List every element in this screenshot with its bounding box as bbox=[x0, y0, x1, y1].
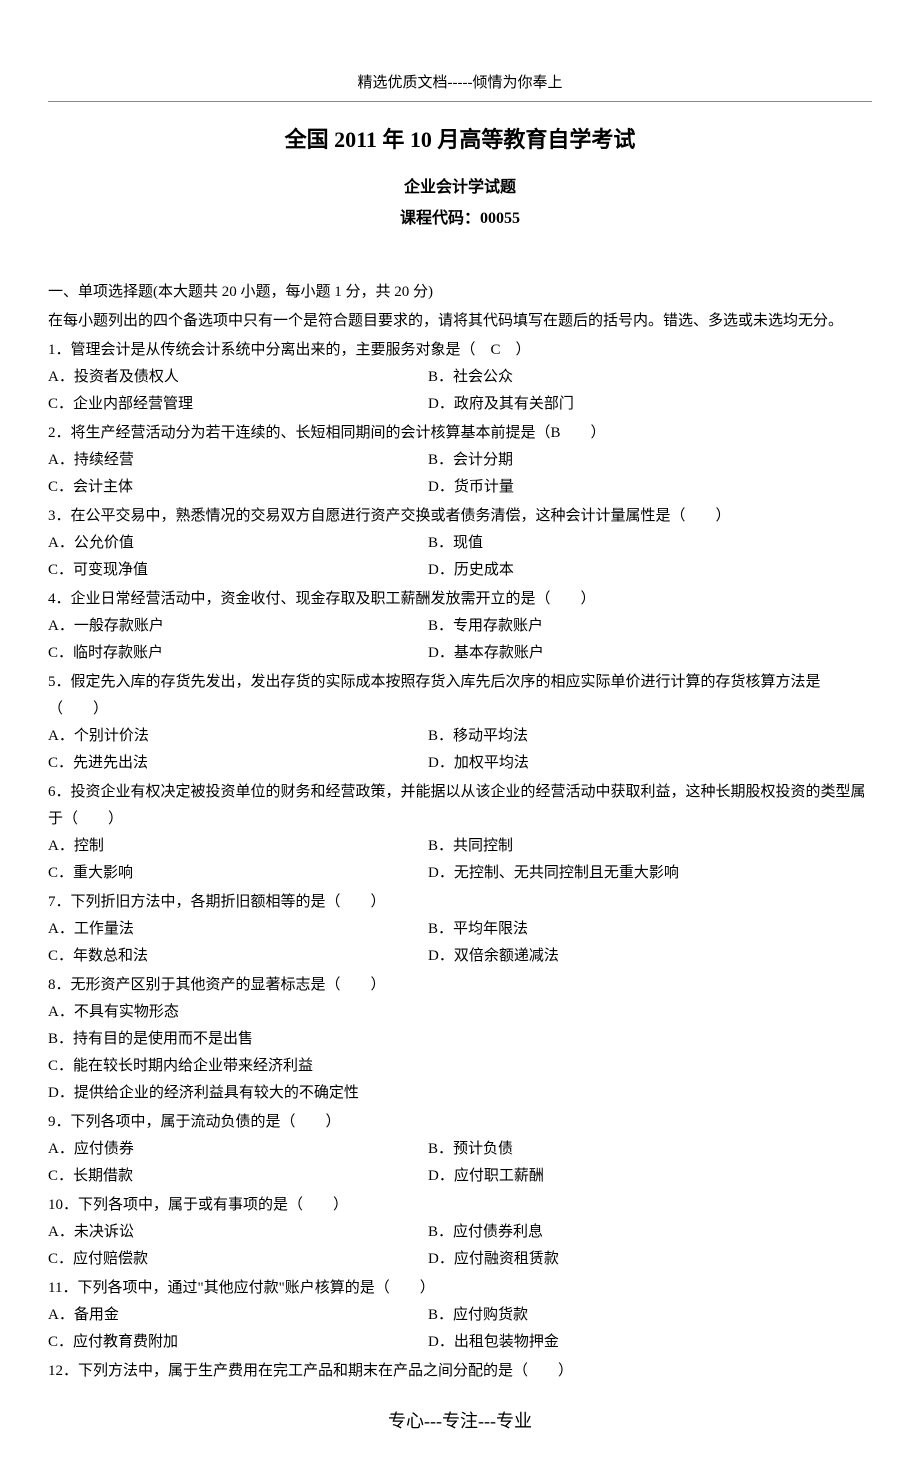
question-text: 11．下列各项中，通过"其他应付款"账户核算的是（ ） bbox=[48, 1275, 872, 1302]
options-row: C．临时存款账户D．基本存款账户 bbox=[48, 640, 872, 667]
option: C．年数总和法 bbox=[48, 943, 428, 970]
question-block: 12．下列方法中，属于生产费用在完工产品和期末在产品之间分配的是（ ） bbox=[48, 1358, 872, 1385]
option: B．专用存款账户 bbox=[428, 613, 872, 640]
question-text: 4．企业日常经营活动中，资金收付、现金存取及职工薪酬发放需开立的是（ ） bbox=[48, 586, 872, 613]
question-block: 9．下列各项中，属于流动负债的是（ ）A．应付债券B．预计负债C．长期借款D．应… bbox=[48, 1109, 872, 1190]
option: C．临时存款账户 bbox=[48, 640, 428, 667]
header-divider bbox=[48, 101, 872, 102]
option: C．会计主体 bbox=[48, 474, 428, 501]
option: D．基本存款账户 bbox=[428, 640, 872, 667]
question-block: 7．下列折旧方法中，各期折旧额相等的是（ ）A．工作量法B．平均年限法C．年数总… bbox=[48, 889, 872, 970]
option: C．应付教育费附加 bbox=[48, 1329, 428, 1356]
option: B．现值 bbox=[428, 530, 872, 557]
option: A．应付债券 bbox=[48, 1136, 428, 1163]
options-row: A．持续经营B．会计分期 bbox=[48, 447, 872, 474]
option: D．无控制、无共同控制且无重大影响 bbox=[428, 860, 872, 887]
question-text: 6．投资企业有权决定被投资单位的财务和经营政策，并能据以从该企业的经营活动中获取… bbox=[48, 779, 872, 833]
option: D．应付融资租赁款 bbox=[428, 1246, 872, 1273]
page-header: 精选优质文档-----倾情为你奉上 bbox=[48, 70, 872, 97]
option: D．货币计量 bbox=[428, 474, 872, 501]
questions-container: 1．管理会计是从传统会计系统中分离出来的，主要服务对象是（ C ）A．投资者及债… bbox=[48, 337, 872, 1385]
subtitle: 企业会计学试题 bbox=[48, 174, 872, 203]
options-row: A．工作量法B．平均年限法 bbox=[48, 916, 872, 943]
option: A．工作量法 bbox=[48, 916, 428, 943]
question-block: 5．假定先入库的存货先发出，发出存货的实际成本按照存货入库先后次序的相应实际单价… bbox=[48, 669, 872, 777]
option: A．个别计价法 bbox=[48, 723, 428, 750]
option: C．长期借款 bbox=[48, 1163, 428, 1190]
option: B．共同控制 bbox=[428, 833, 872, 860]
options-row: C．企业内部经营管理D．政府及其有关部门 bbox=[48, 391, 872, 418]
options-row: C．重大影响D．无控制、无共同控制且无重大影响 bbox=[48, 860, 872, 887]
option: A．持续经营 bbox=[48, 447, 428, 474]
option: D．提供给企业的经济利益具有较大的不确定性 bbox=[48, 1080, 872, 1107]
section-intro-1: 一、单项选择题(本大题共 20 小题，每小题 1 分，共 20 分) bbox=[48, 279, 872, 306]
question-block: 3．在公平交易中，熟悉情况的交易双方自愿进行资产交换或者债务清偿，这种会计计量属… bbox=[48, 503, 872, 584]
question-block: 2．将生产经营活动分为若干连续的、长短相同期间的会计核算基本前提是（B ）A．持… bbox=[48, 420, 872, 501]
section-intro-2: 在每小题列出的四个备选项中只有一个是符合题目要求的，请将其代码填写在题后的括号内… bbox=[48, 308, 872, 335]
option: A．投资者及债权人 bbox=[48, 364, 428, 391]
question-block: 6．投资企业有权决定被投资单位的财务和经营政策，并能据以从该企业的经营活动中获取… bbox=[48, 779, 872, 887]
option: D．加权平均法 bbox=[428, 750, 872, 777]
options-row: A．投资者及债权人B．社会公众 bbox=[48, 364, 872, 391]
question-text: 12．下列方法中，属于生产费用在完工产品和期末在产品之间分配的是（ ） bbox=[48, 1358, 872, 1385]
option: C．能在较长时期内给企业带来经济利益 bbox=[48, 1053, 872, 1080]
option: B．平均年限法 bbox=[428, 916, 872, 943]
option: C．可变现净值 bbox=[48, 557, 428, 584]
question-block: 4．企业日常经营活动中，资金收付、现金存取及职工薪酬发放需开立的是（ ）A．一般… bbox=[48, 586, 872, 667]
question-text: 9．下列各项中，属于流动负债的是（ ） bbox=[48, 1109, 872, 1136]
question-text: 8．无形资产区别于其他资产的显著标志是（ ） bbox=[48, 972, 872, 999]
options-row: A．应付债券B．预计负债 bbox=[48, 1136, 872, 1163]
option: B．持有目的是使用而不是出售 bbox=[48, 1026, 872, 1053]
option: A．备用金 bbox=[48, 1302, 428, 1329]
question-block: 8．无形资产区别于其他资产的显著标志是（ ）A．不具有实物形态B．持有目的是使用… bbox=[48, 972, 872, 1107]
option: B．应付购货款 bbox=[428, 1302, 872, 1329]
option: B．会计分期 bbox=[428, 447, 872, 474]
option: C．先进先出法 bbox=[48, 750, 428, 777]
option: B．预计负债 bbox=[428, 1136, 872, 1163]
option: A．一般存款账户 bbox=[48, 613, 428, 640]
question-text: 5．假定先入库的存货先发出，发出存货的实际成本按照存货入库先后次序的相应实际单价… bbox=[48, 669, 872, 723]
option: B．移动平均法 bbox=[428, 723, 872, 750]
options-row: C．应付赔偿款D．应付融资租赁款 bbox=[48, 1246, 872, 1273]
question-block: 11．下列各项中，通过"其他应付款"账户核算的是（ ）A．备用金B．应付购货款C… bbox=[48, 1275, 872, 1356]
option: D．出租包装物押金 bbox=[428, 1329, 872, 1356]
option: A．未决诉讼 bbox=[48, 1219, 428, 1246]
option: D．应付职工薪酬 bbox=[428, 1163, 872, 1190]
options-row: A．控制B．共同控制 bbox=[48, 833, 872, 860]
option: D．双倍余额递减法 bbox=[428, 943, 872, 970]
question-block: 10．下列各项中，属于或有事项的是（ ）A．未决诉讼B．应付债券利息C．应付赔偿… bbox=[48, 1192, 872, 1273]
options-row: C．先进先出法D．加权平均法 bbox=[48, 750, 872, 777]
options-row: C．长期借款D．应付职工薪酬 bbox=[48, 1163, 872, 1190]
course-code: 课程代码：00055 bbox=[48, 205, 872, 234]
question-text: 1．管理会计是从传统会计系统中分离出来的，主要服务对象是（ C ） bbox=[48, 337, 872, 364]
question-text: 10．下列各项中，属于或有事项的是（ ） bbox=[48, 1192, 872, 1219]
options-row: C．年数总和法D．双倍余额递减法 bbox=[48, 943, 872, 970]
main-title: 全国 2011 年 10 月高等教育自学考试 bbox=[48, 120, 872, 160]
option: C．企业内部经营管理 bbox=[48, 391, 428, 418]
options-row: C．可变现净值D．历史成本 bbox=[48, 557, 872, 584]
option: A．不具有实物形态 bbox=[48, 999, 872, 1026]
question-block: 1．管理会计是从传统会计系统中分离出来的，主要服务对象是（ C ）A．投资者及债… bbox=[48, 337, 872, 418]
options-row: C．会计主体D．货币计量 bbox=[48, 474, 872, 501]
option: D．政府及其有关部门 bbox=[428, 391, 872, 418]
options-row: A．一般存款账户B．专用存款账户 bbox=[48, 613, 872, 640]
question-text: 7．下列折旧方法中，各期折旧额相等的是（ ） bbox=[48, 889, 872, 916]
option: C．重大影响 bbox=[48, 860, 428, 887]
option: A．控制 bbox=[48, 833, 428, 860]
option: A．公允价值 bbox=[48, 530, 428, 557]
option: D．历史成本 bbox=[428, 557, 872, 584]
option: C．应付赔偿款 bbox=[48, 1246, 428, 1273]
options-row: A．个别计价法B．移动平均法 bbox=[48, 723, 872, 750]
option: B．社会公众 bbox=[428, 364, 872, 391]
options-row: C．应付教育费附加D．出租包装物押金 bbox=[48, 1329, 872, 1356]
options-row: A．未决诉讼B．应付债券利息 bbox=[48, 1219, 872, 1246]
question-text: 2．将生产经营活动分为若干连续的、长短相同期间的会计核算基本前提是（B ） bbox=[48, 420, 872, 447]
option: B．应付债券利息 bbox=[428, 1219, 872, 1246]
page-footer: 专心---专注---专业 bbox=[48, 1405, 872, 1437]
question-text: 3．在公平交易中，熟悉情况的交易双方自愿进行资产交换或者债务清偿，这种会计计量属… bbox=[48, 503, 872, 530]
options-row: A．公允价值B．现值 bbox=[48, 530, 872, 557]
options-row: A．备用金B．应付购货款 bbox=[48, 1302, 872, 1329]
